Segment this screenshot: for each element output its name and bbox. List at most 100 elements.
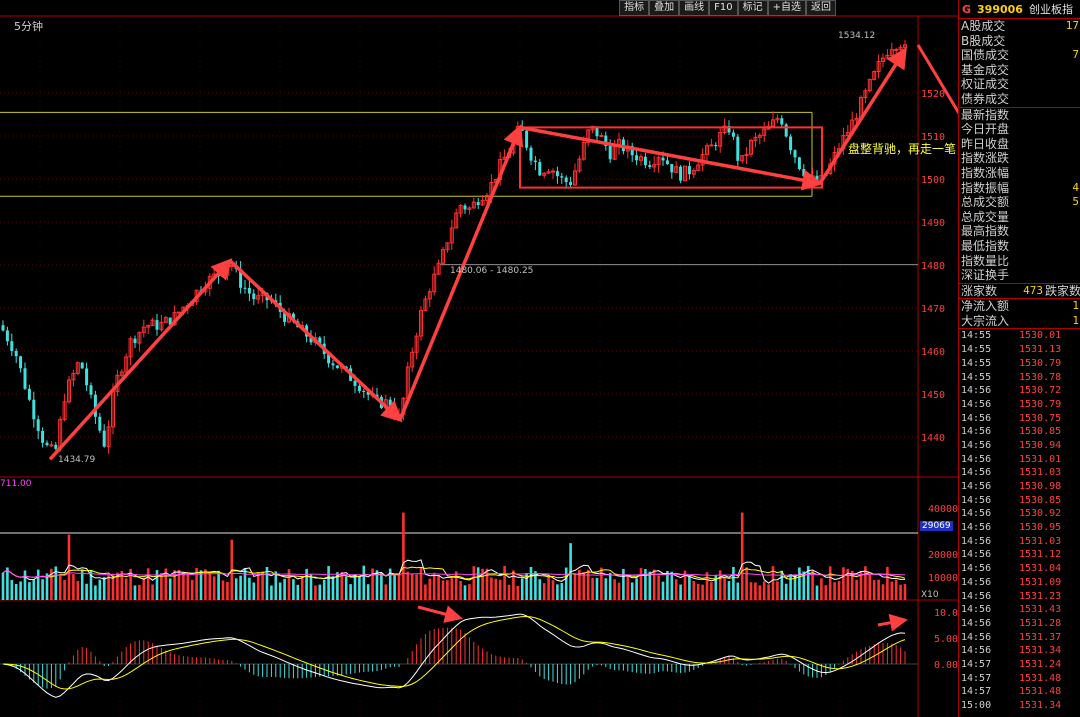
volume-bar xyxy=(551,580,555,600)
tick-price: 1531.03 xyxy=(1019,535,1062,547)
volume-bar xyxy=(758,585,762,600)
rise-fall-row: 涨家数 473 跌家数 xyxy=(959,284,1080,299)
volume-bar xyxy=(239,575,242,600)
volume-bar xyxy=(164,568,168,600)
volume-bar xyxy=(168,578,172,600)
candle-body-up xyxy=(810,175,815,178)
candle-body-up xyxy=(119,371,124,376)
volume-bar xyxy=(771,566,775,600)
trade-label: 基金成交 xyxy=(961,62,1010,77)
candle-body-up xyxy=(49,444,54,447)
rise-label: 涨家数 xyxy=(961,283,998,298)
volume-bar xyxy=(397,574,401,600)
toolbar-button-5[interactable]: +自选 xyxy=(767,0,806,16)
volume-bar xyxy=(366,584,370,600)
candle-body-up xyxy=(485,194,489,201)
candle-body-up xyxy=(573,170,577,186)
range-label: 1480.06 - 1480.25 xyxy=(450,266,534,276)
tick-row: 14:56 1530.85 xyxy=(959,425,1080,439)
trend-arrow xyxy=(818,47,907,185)
macd-dif-line xyxy=(2,613,906,698)
candle-body-up xyxy=(718,131,723,147)
toolbar-button-0[interactable]: 指标 xyxy=(619,0,650,16)
volume-bar xyxy=(556,584,559,600)
candle-body-down xyxy=(784,124,788,137)
tick-list[interactable]: 14:55 1530.01 14:55 1531.13 14:55 1530.79 14:5… xyxy=(959,328,1080,712)
candle-body-up xyxy=(775,117,780,121)
volume-bar xyxy=(692,580,696,600)
kline-chart[interactable]: 1440 1450 1460 1470 1480 1490 1500 1510 1520 1000… xyxy=(0,0,958,717)
candle-body-up xyxy=(740,155,745,162)
volume-scale-label: X10 xyxy=(921,590,939,600)
index-code: 399006 xyxy=(977,2,1023,16)
volume-bar xyxy=(85,583,88,600)
volume-bar xyxy=(58,575,62,600)
volume-bar xyxy=(67,534,71,600)
candle-body-down xyxy=(463,205,467,210)
toolbar-button-3[interactable]: F10 xyxy=(709,0,738,16)
flow-value: 1 xyxy=(1072,299,1079,313)
volume-bar xyxy=(490,577,493,600)
tick-time: 14:55 xyxy=(961,357,992,369)
volume-bar xyxy=(133,585,137,600)
index-label: 最新指数 xyxy=(961,107,1010,122)
trade-row: 国债成交 7 xyxy=(959,48,1080,63)
candle-body-down xyxy=(291,313,295,322)
volume-bar xyxy=(723,577,726,600)
volume-bar xyxy=(688,576,691,600)
volume-bar xyxy=(872,580,876,600)
price-tick-label: 1500 xyxy=(921,175,945,186)
volume-bar xyxy=(648,571,652,600)
candle-body-up xyxy=(71,372,76,381)
candle-body-up xyxy=(445,242,450,251)
tick-time: 14:56 xyxy=(961,481,992,493)
candle-body-down xyxy=(731,132,735,137)
volume-bar xyxy=(855,579,858,600)
index-label: 指数量比 xyxy=(961,253,1010,268)
tick-price: 1530.94 xyxy=(1019,439,1062,451)
volume-bar xyxy=(432,572,436,600)
candle-body-down xyxy=(243,287,247,289)
price-tick-label: 1510 xyxy=(921,132,945,143)
volume-bar xyxy=(28,582,31,600)
index-label: 指数涨跌 xyxy=(961,151,1010,166)
tick-time: 14:56 xyxy=(961,453,992,465)
index-name: 创业板指 xyxy=(1028,3,1073,16)
volume-bar xyxy=(362,565,366,600)
volume-bar xyxy=(428,578,432,600)
macd-dea-line xyxy=(2,615,906,690)
tick-row: 14:56 1530.98 xyxy=(959,480,1080,494)
chart-area[interactable]: 1440 1450 1460 1470 1480 1490 1500 1510 1520 1000… xyxy=(0,0,958,717)
toolbar-button-4[interactable]: 标记 xyxy=(737,0,768,16)
index-label: 指数涨幅 xyxy=(961,165,1010,180)
trend-arrow xyxy=(519,125,824,191)
volume-max-label: 711.00 xyxy=(0,479,32,489)
volume-bar xyxy=(344,576,348,600)
volume-bar xyxy=(516,585,520,600)
volume-bar xyxy=(573,573,577,600)
flow-row: 净流入额 1 xyxy=(959,299,1080,314)
volume-bar xyxy=(146,568,150,600)
candle-body-up xyxy=(449,227,454,244)
candle-body-up xyxy=(753,136,758,141)
volume-bar xyxy=(846,568,850,600)
toolbar-button-1[interactable]: 叠加 xyxy=(649,0,680,16)
volume-bar xyxy=(1,572,5,600)
candle-body-up xyxy=(863,90,868,99)
volume-bar xyxy=(670,571,674,600)
candle-body-up xyxy=(256,295,261,300)
toolbar-button-2[interactable]: 画线 xyxy=(679,0,710,16)
volume-bar xyxy=(802,571,806,600)
candle-body-up xyxy=(141,326,146,333)
period-label[interactable]: 5分钟 xyxy=(14,20,43,33)
toolbar-button-6[interactable]: 返回 xyxy=(806,0,836,16)
trade-row: A股成交 17 xyxy=(959,19,1080,34)
volume-bar xyxy=(903,584,907,600)
tick-row: 14:56 1531.37 xyxy=(959,631,1080,645)
trade-section: A股成交 17 B股成交 国债成交 7 基金成交 权证成交 债券成交 xyxy=(959,18,1080,107)
price-tick-label: 1480 xyxy=(921,261,945,272)
candle-body-down xyxy=(529,147,533,161)
volume-bar xyxy=(679,584,682,600)
candle-body-down xyxy=(525,130,529,148)
volume-bar xyxy=(173,570,176,600)
